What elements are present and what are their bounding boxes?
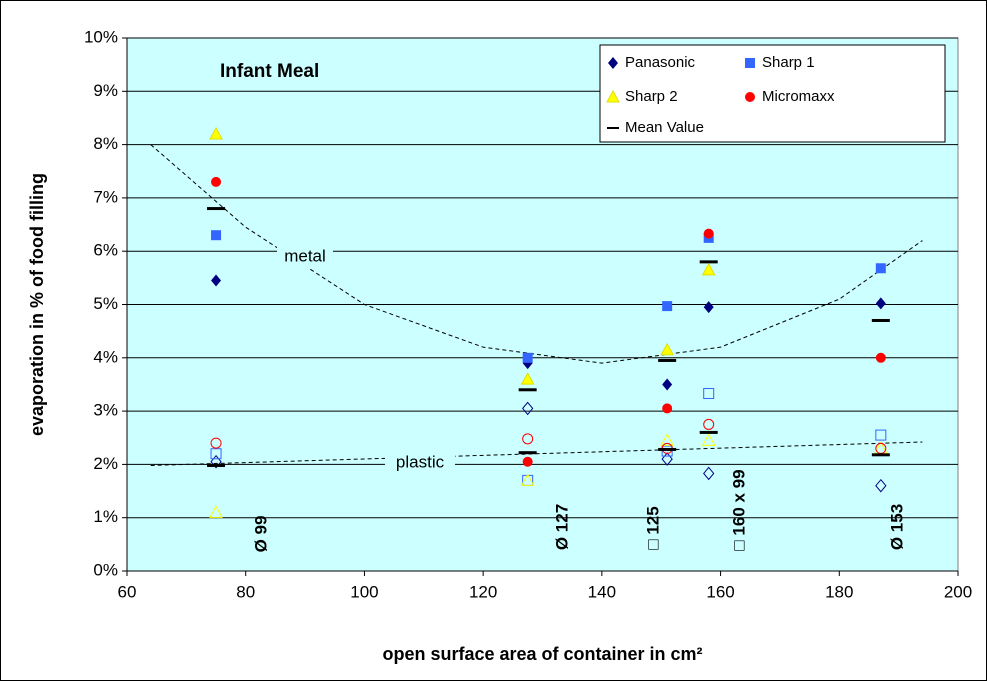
legend-box (599, 44, 946, 143)
y-tick-label: 8% (93, 134, 118, 153)
marker (703, 228, 714, 239)
annotation: □ 160 x 99 (729, 469, 748, 550)
marker (658, 447, 677, 451)
marker (875, 429, 887, 441)
y-tick-label: 6% (93, 241, 118, 260)
y-tick-label: 3% (93, 401, 118, 420)
x-tick-label: 120 (469, 582, 497, 601)
legend-label: Mean Value (625, 119, 704, 136)
marker (522, 401, 534, 416)
legend-label: Sharp 2 (625, 88, 678, 105)
marker (522, 433, 534, 445)
y-tick-label: 4% (93, 347, 118, 366)
x-tick-label: 140 (588, 582, 616, 601)
marker (522, 456, 533, 467)
marker (608, 57, 618, 69)
label-bg (385, 451, 455, 475)
marker (660, 342, 674, 356)
marker (871, 318, 890, 322)
legend-label: Panasonic (625, 54, 696, 71)
y-tick-label: 0% (93, 560, 118, 579)
trendline-label: metal (284, 246, 326, 265)
marker (661, 445, 673, 457)
label-bg (277, 245, 333, 269)
marker (209, 505, 223, 518)
marker (658, 358, 677, 362)
marker (660, 433, 674, 446)
marker (209, 126, 223, 140)
marker (520, 372, 535, 385)
marker (871, 453, 890, 457)
marker (875, 297, 886, 310)
marker (745, 58, 755, 68)
marker (207, 207, 226, 211)
marker (701, 262, 716, 276)
y-tick-label: 5% (93, 294, 118, 313)
y-tick-label: 9% (93, 81, 118, 100)
marker (661, 452, 673, 466)
marker (210, 448, 222, 460)
marker (703, 466, 715, 481)
x-tick-label: 100 (350, 582, 378, 601)
marker (207, 463, 226, 467)
annotation: Ø 153 (887, 504, 906, 550)
annotation: Ø 99 (251, 516, 270, 553)
marker (518, 451, 537, 455)
x-tick-label: 180 (825, 582, 853, 601)
marker (606, 89, 620, 103)
y-tick-label: 10% (84, 27, 118, 46)
x-tick-label: 80 (236, 582, 255, 601)
marker (211, 230, 222, 241)
marker (745, 92, 755, 102)
marker (520, 473, 535, 486)
marker (662, 403, 673, 414)
legend-marker (607, 127, 619, 129)
marker (875, 352, 886, 363)
marker (211, 176, 222, 187)
marker (699, 430, 718, 434)
trendline-label: plastic (396, 452, 445, 471)
y-tick-label: 7% (93, 187, 118, 206)
marker (211, 274, 222, 287)
marker (210, 437, 222, 449)
marker (662, 378, 673, 391)
x-tick-label: 160 (706, 582, 734, 601)
marker (662, 301, 673, 312)
marker (875, 263, 886, 274)
y-tick-label: 2% (93, 454, 118, 473)
marker (210, 454, 222, 469)
legend-label: Micromaxx (762, 88, 835, 105)
marker (703, 301, 714, 314)
marker (518, 388, 537, 392)
marker (875, 478, 887, 493)
trendline (150, 144, 923, 364)
annotation: □ 125 (643, 506, 662, 549)
x-axis-title: open surface area of container in cm² (382, 644, 702, 664)
y-tick-label: 1% (93, 507, 118, 526)
legend-label: Sharp 1 (762, 54, 815, 71)
annotation: Ø 127 (552, 504, 571, 550)
marker (522, 352, 533, 363)
chart-title: Infant Meal (220, 61, 319, 82)
y-axis-title: evaporation in % of food filling (27, 173, 47, 436)
x-tick-label: 60 (118, 582, 137, 601)
marker (703, 388, 715, 400)
marker (703, 418, 715, 430)
x-tick-label: 200 (944, 582, 972, 601)
marker (701, 433, 716, 446)
marker (699, 260, 718, 264)
